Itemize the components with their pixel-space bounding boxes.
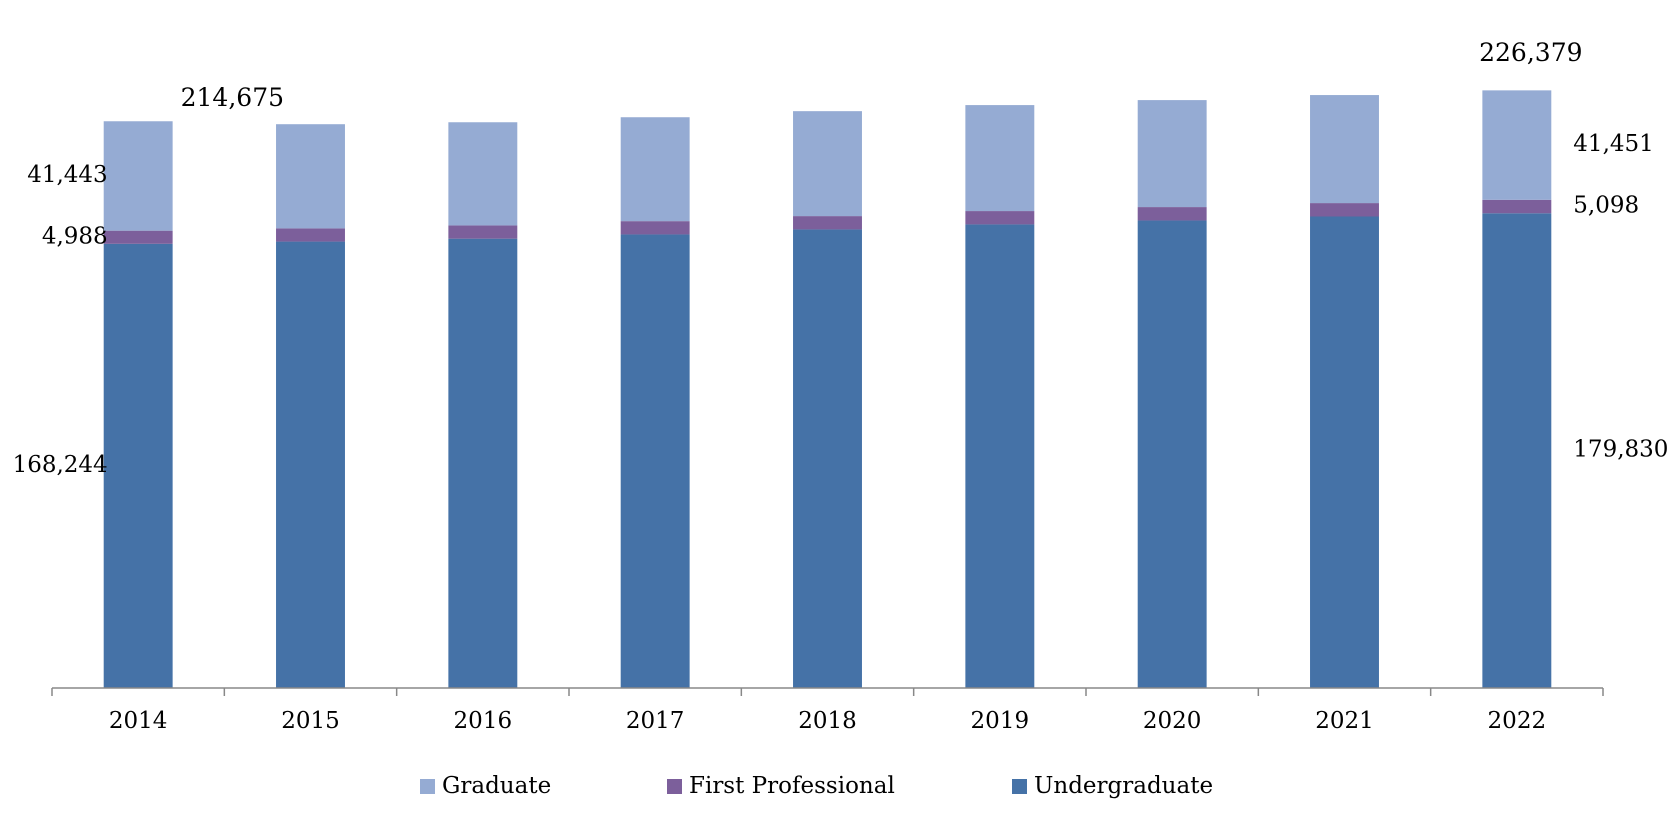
x-tick-label: 2021	[1315, 708, 1374, 734]
bar-segment	[448, 238, 518, 688]
x-tick-label: 2016	[454, 708, 513, 734]
legend-label: Graduate	[442, 773, 551, 799]
bar-segment	[103, 243, 173, 688]
total-label: 226,379	[1479, 38, 1582, 67]
x-tick-label: 2019	[971, 708, 1030, 734]
legend-label: First Professional	[689, 773, 895, 799]
bar-segment	[1482, 90, 1552, 200]
bar-segment	[620, 117, 690, 222]
bar-segment	[276, 124, 345, 229]
data-label: 4,988	[42, 223, 108, 249]
bar-segment	[1482, 199, 1552, 214]
bar-segment	[1137, 207, 1207, 221]
bar-segment	[1310, 95, 1379, 204]
x-tick-label: 2015	[281, 708, 340, 734]
bar-segment	[1310, 203, 1379, 217]
x-tick-label: 2022	[1488, 708, 1547, 734]
legend-swatch	[1012, 779, 1027, 794]
x-tick-label: 2018	[798, 708, 857, 734]
data-label: 168,244	[13, 452, 108, 478]
bar-segment	[620, 221, 690, 235]
bar-segment	[965, 105, 1035, 212]
bar-segment	[103, 230, 173, 244]
legend-label: Undergraduate	[1034, 773, 1213, 799]
x-tick-label: 2017	[626, 708, 685, 734]
legend-swatch	[420, 779, 435, 794]
data-label: 41,451	[1573, 131, 1653, 157]
bar-segment	[1137, 220, 1207, 688]
bar-segment	[448, 225, 518, 239]
x-tick-label: 2014	[109, 708, 168, 734]
data-label: 5,098	[1573, 193, 1639, 219]
data-label: 179,830	[1573, 437, 1668, 463]
bar-segment	[965, 211, 1035, 225]
bar-segment	[1137, 100, 1207, 208]
bar-segment	[1310, 216, 1379, 688]
legend-swatch	[667, 779, 682, 794]
bar-segment	[793, 216, 862, 230]
bar-segment	[965, 224, 1035, 688]
x-tick-label: 2020	[1143, 708, 1202, 734]
bar-segment	[793, 111, 862, 217]
total-label: 214,675	[181, 83, 284, 112]
bar-segment	[1482, 213, 1552, 689]
bar-segment	[448, 122, 518, 226]
bar-segment	[103, 121, 173, 231]
bar-segment	[620, 234, 690, 688]
bar-segment	[793, 229, 862, 688]
data-label: 41,443	[27, 162, 107, 188]
bar-segment	[276, 228, 345, 242]
bar-segment	[276, 241, 345, 689]
